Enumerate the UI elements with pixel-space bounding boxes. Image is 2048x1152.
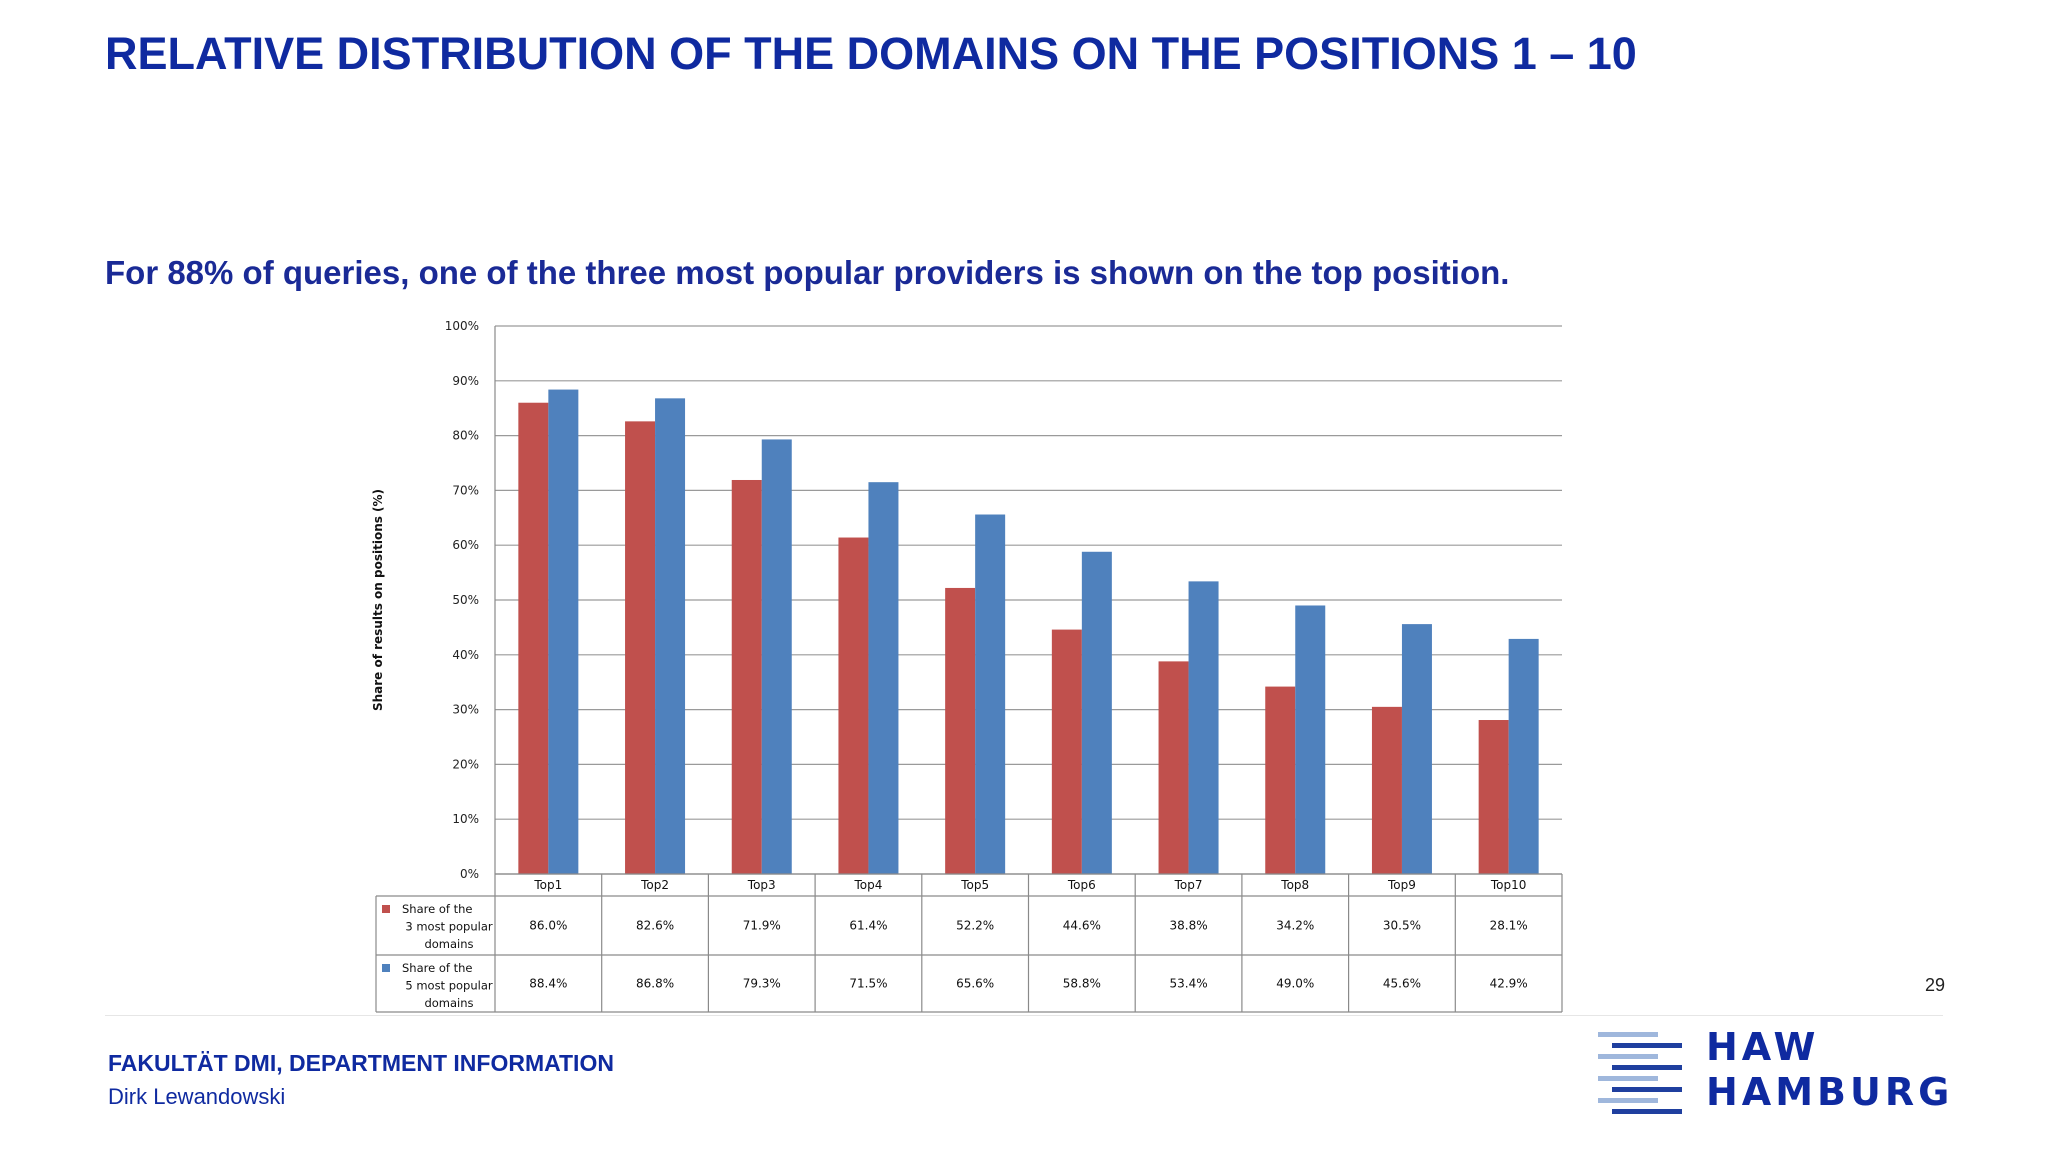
x-tick-label: Top10 xyxy=(1490,878,1527,892)
haw-logo-stripes-icon xyxy=(1598,1032,1682,1114)
bar-top5-top7 xyxy=(1188,581,1219,874)
logo-text-hamburg: HAMBURG xyxy=(1706,1070,1954,1114)
bar-top3-top2 xyxy=(625,421,656,874)
legend-label: 3 most popular xyxy=(405,920,493,934)
y-tick-label: 60% xyxy=(452,538,479,552)
legend-label: domains xyxy=(424,937,473,951)
y-tick-label: 70% xyxy=(452,483,479,497)
data-label: 44.6% xyxy=(1063,919,1101,933)
data-label: 49.0% xyxy=(1276,977,1314,991)
footer-author: Dirk Lewandowski xyxy=(108,1084,286,1109)
bar-top3-top9 xyxy=(1371,706,1402,874)
data-label: 61.4% xyxy=(849,919,887,933)
x-tick-label: Top9 xyxy=(1387,878,1416,892)
legend-swatch-top3 xyxy=(382,905,390,913)
slide-title: RELATIVE DISTRIBUTION OF THE DOMAINS ON … xyxy=(105,28,1637,79)
legend-label: 5 most popular xyxy=(405,979,493,993)
data-label: 30.5% xyxy=(1383,919,1421,933)
x-tick-label: Top8 xyxy=(1280,878,1309,892)
y-tick-label: 100% xyxy=(445,319,479,333)
y-tick-label: 90% xyxy=(452,374,479,388)
y-tick-label: 0% xyxy=(460,867,479,881)
bar-top3-top7 xyxy=(1158,661,1189,874)
bar-top3-top5 xyxy=(945,587,976,874)
data-label: 34.2% xyxy=(1276,919,1314,933)
bar-top5-top10 xyxy=(1508,638,1539,874)
bar-top3-top8 xyxy=(1265,686,1296,874)
bar-top5-top9 xyxy=(1401,624,1432,874)
footer-department: FAKULTÄT DMI, DEPARTMENT INFORMATION xyxy=(108,1050,614,1076)
x-tick-label: Top6 xyxy=(1067,878,1096,892)
bar-top5-top1 xyxy=(548,389,579,874)
bar-top3-top10 xyxy=(1478,720,1509,874)
bar-top5-top2 xyxy=(655,398,686,874)
bar-top5-top8 xyxy=(1295,605,1326,874)
haw-hamburg-logo: HAW HAMBURG xyxy=(1598,1025,1949,1118)
bar-top3-top3 xyxy=(731,479,762,874)
data-label: 58.8% xyxy=(1063,977,1101,991)
y-tick-label: 20% xyxy=(452,757,479,771)
y-tick-label: 40% xyxy=(452,648,479,662)
bar-top5-top5 xyxy=(975,514,1006,874)
page-number: 29 xyxy=(1924,975,1945,995)
x-tick-label: Top3 xyxy=(747,878,776,892)
data-label: 71.9% xyxy=(743,919,781,933)
legend-label: Share of the xyxy=(402,902,472,916)
bar-top3-top4 xyxy=(838,537,869,874)
data-label: 38.8% xyxy=(1169,919,1207,933)
bar-top3-top1 xyxy=(518,402,549,874)
slide-subtitle: For 88% of queries, one of the three mos… xyxy=(105,254,1510,291)
bar-top5-top6 xyxy=(1081,551,1112,874)
x-tick-label: Top4 xyxy=(854,878,883,892)
data-label: 52.2% xyxy=(956,919,994,933)
bar-top5-top3 xyxy=(761,439,792,874)
x-tick-label: Top7 xyxy=(1174,878,1203,892)
bar-top5-top4 xyxy=(868,482,899,874)
bar-chart: 0% 10% 20% 30% 40% 50% 60% 70% 80% 90% 100% Share o… xyxy=(360,310,1580,1015)
legend-label: domains xyxy=(424,996,473,1010)
y-tick-label: 30% xyxy=(452,703,479,717)
y-tick-label: 80% xyxy=(452,429,479,443)
data-label: 71.5% xyxy=(849,977,887,991)
chart-svg: 0% 10% 20% 30% 40% 50% 60% 70% 80% 90% 100% Share o… xyxy=(371,319,1563,1013)
footer-divider xyxy=(105,1015,1943,1016)
data-label: 53.4% xyxy=(1169,977,1207,991)
y-tick-label: 10% xyxy=(452,812,479,826)
data-label: 79.3% xyxy=(743,977,781,991)
data-label: 28.1% xyxy=(1490,919,1528,933)
data-label: 65.6% xyxy=(956,977,994,991)
data-label: 45.6% xyxy=(1383,977,1421,991)
data-label: 82.6% xyxy=(636,919,674,933)
data-label: 42.9% xyxy=(1490,977,1528,991)
data-label: 88.4% xyxy=(529,977,567,991)
bar-top3-top6 xyxy=(1051,629,1082,874)
y-tick-label: 50% xyxy=(452,593,479,607)
logo-text-haw: HAW xyxy=(1706,1025,1820,1069)
y-axis-label: Share of results on positions (%) xyxy=(371,489,385,711)
legend-swatch-top5 xyxy=(382,964,390,972)
legend-label: Share of the xyxy=(402,961,472,975)
x-tick-label: Top2 xyxy=(640,878,669,892)
data-label: 86.8% xyxy=(636,977,674,991)
x-tick-label: Top1 xyxy=(533,878,562,892)
data-label: 86.0% xyxy=(529,919,567,933)
x-tick-label: Top5 xyxy=(960,878,989,892)
